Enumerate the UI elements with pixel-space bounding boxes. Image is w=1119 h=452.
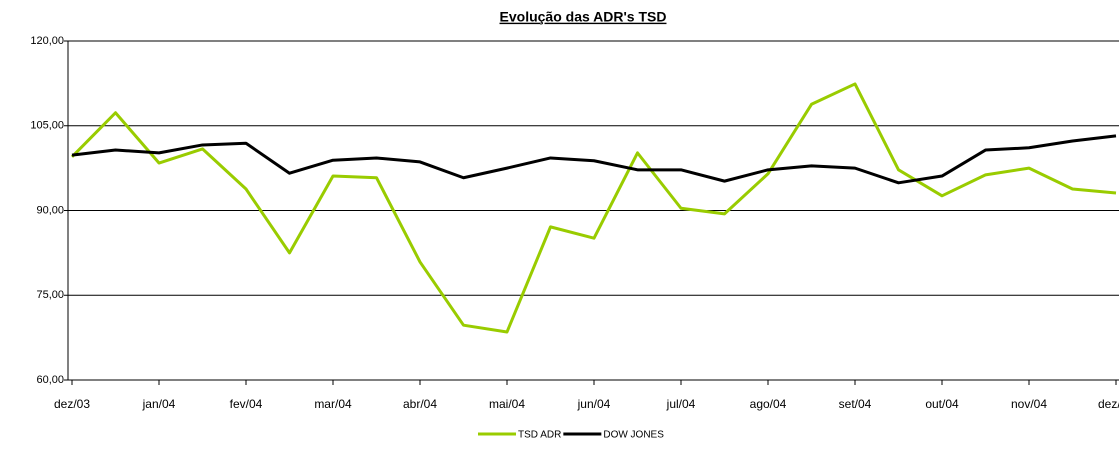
x-tick-label: fev/04 bbox=[230, 397, 263, 411]
x-tick-label: dez/04 bbox=[1098, 397, 1119, 411]
legend-label: TSD ADR bbox=[518, 430, 561, 441]
line-series bbox=[71, 134, 1117, 185]
chart-title: Evolução das ADR's TSD bbox=[500, 9, 667, 25]
y-tick-label: 75,00 bbox=[36, 289, 64, 301]
x-tick-label: abr/04 bbox=[403, 397, 437, 411]
y-tick-label: 90,00 bbox=[36, 204, 64, 216]
x-tick-label: dez/03 bbox=[54, 397, 90, 411]
y-tick-label: 60,00 bbox=[36, 374, 64, 386]
x-tick-label: mai/04 bbox=[489, 397, 525, 411]
x-tick-label: ago/04 bbox=[750, 397, 787, 411]
x-tick-label: set/04 bbox=[839, 397, 872, 411]
x-tick-label: jul/04 bbox=[666, 397, 696, 411]
x-tick-label: mar/04 bbox=[314, 397, 352, 411]
y-tick-label: 120,00 bbox=[30, 35, 64, 47]
legend-label: DOW JONES bbox=[603, 430, 664, 441]
x-tick-label: jun/04 bbox=[577, 397, 611, 411]
y-tick-label: 105,00 bbox=[30, 120, 64, 132]
line-series bbox=[70, 82, 1117, 334]
x-tick-label: nov/04 bbox=[1011, 397, 1047, 411]
x-tick-label: jan/04 bbox=[142, 397, 176, 411]
x-tick-label: out/04 bbox=[925, 397, 959, 411]
